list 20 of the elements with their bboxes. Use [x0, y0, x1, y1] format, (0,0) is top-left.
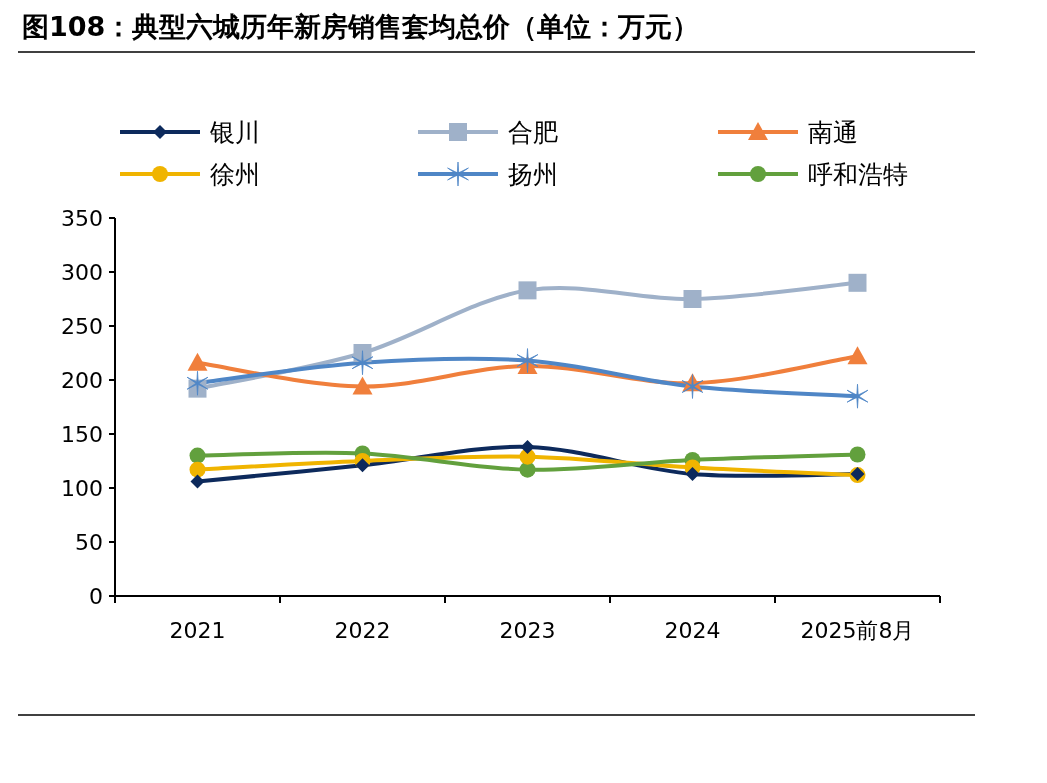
y-tick-label: 250	[61, 314, 103, 339]
y-tick-label: 100	[61, 476, 103, 501]
legend-label: 银川	[209, 118, 260, 147]
legend-label: 南通	[808, 118, 858, 147]
x-tick-label: 2022	[334, 618, 391, 643]
x-tick-label: 2025前8月	[800, 618, 915, 643]
y-tick-label: 350	[61, 206, 103, 231]
y-tick-label: 300	[61, 260, 103, 285]
x-tick-label: 2023	[499, 618, 556, 643]
y-tick-label: 50	[75, 530, 103, 555]
title: 图108：典型六城历年新房销售套均总价（单位：万元）	[22, 11, 700, 42]
y-tick-label: 200	[61, 368, 103, 393]
x-tick-label: 2021	[169, 618, 226, 643]
legend-label: 合肥	[508, 118, 558, 147]
y-tick-label: 0	[89, 584, 103, 609]
legend-label: 呼和浩特	[808, 160, 908, 189]
legend-label: 徐州	[210, 160, 260, 189]
legend-label: 扬州	[508, 160, 558, 189]
x-tick-label: 2024	[664, 618, 721, 643]
y-tick-label: 150	[61, 422, 103, 447]
